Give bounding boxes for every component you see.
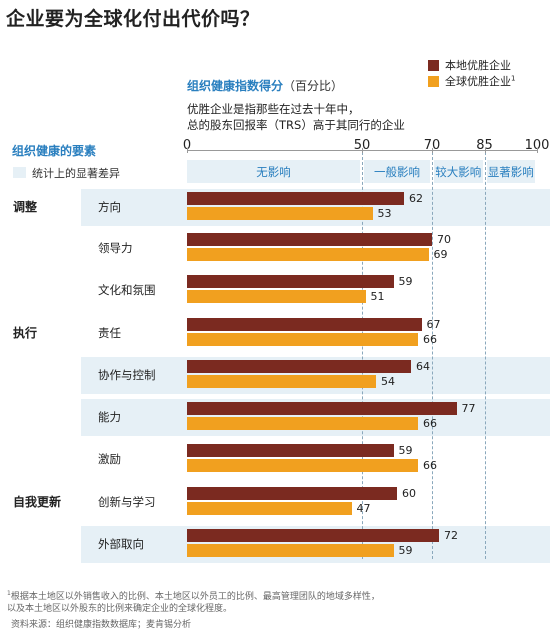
- impact-band-label: 无影响: [256, 165, 291, 179]
- category-label: 方向: [98, 200, 121, 214]
- bar-global: [187, 207, 373, 220]
- group-separator: [0, 480, 550, 482]
- category-label: 外部取向: [98, 537, 144, 551]
- bar-local: [187, 233, 432, 246]
- x-tick-label: 50: [353, 138, 371, 153]
- group-label: 调整: [13, 200, 38, 214]
- group-label: 执行: [13, 326, 38, 340]
- bar-global: [187, 544, 394, 557]
- legend-label-local: 本地优胜企业: [445, 59, 511, 72]
- x-tick-label: 100: [524, 138, 550, 153]
- data-label: 51: [370, 290, 385, 303]
- data-label: 72: [444, 529, 458, 542]
- data-label: 59: [398, 544, 413, 557]
- impact-band-label: 一般影响: [374, 165, 420, 179]
- category-label: 文化和氛围: [98, 283, 156, 297]
- data-label: 64: [416, 360, 430, 373]
- category-label: 责任: [98, 326, 121, 340]
- category-label: 领导力: [98, 241, 133, 255]
- legend-swatch-local: [428, 60, 439, 71]
- impact-band: [187, 160, 360, 183]
- group-label: 自我更新: [13, 495, 62, 509]
- impact-band: [364, 160, 430, 183]
- x-tick-label: 70: [423, 138, 441, 153]
- x-axis-line: [187, 150, 537, 151]
- bar-local: [187, 444, 394, 457]
- data-label: 60: [402, 487, 416, 500]
- data-label: 70: [437, 233, 451, 246]
- bar-local: [187, 529, 439, 542]
- legend-swatch-global: [428, 76, 439, 87]
- chart-title: 企业要为全球化付出代价吗？: [6, 8, 260, 30]
- gridline: [484, 152, 486, 559]
- factors-heading: 组织健康的要素: [12, 144, 97, 158]
- impact-band: [486, 160, 535, 183]
- footnote: 1根据本土地区以外销售收入的比例、本土地区以外员工的比例、最高管理团队的地域多样…: [7, 590, 380, 614]
- data-label: 53: [377, 207, 392, 220]
- data-label: 54: [381, 375, 395, 388]
- bar-global: [187, 333, 418, 346]
- group-separator: [0, 311, 550, 313]
- data-label: 66: [423, 417, 437, 430]
- bar-global: [187, 248, 429, 261]
- data-label: 66: [423, 459, 437, 472]
- bar-local: [187, 360, 411, 373]
- data-label: 66: [423, 333, 437, 346]
- data-label: 69: [433, 248, 448, 261]
- bar-local: [187, 487, 397, 500]
- bar-local: [187, 318, 422, 331]
- bar-global: [187, 459, 418, 472]
- data-label: 62: [409, 192, 423, 205]
- bar-global: [187, 417, 418, 430]
- x-tick-label: 85: [476, 138, 493, 153]
- impact-band-label: 较大影响: [435, 165, 482, 179]
- axis-description: 优胜企业是指那些在过去十年中， 总的股东回报率（TRS）高于其同行的企业: [187, 102, 405, 132]
- impact-band-label: 显著影响: [487, 165, 534, 179]
- data-label: 47: [356, 502, 371, 515]
- significance-swatch: [13, 167, 26, 178]
- bar-global: [187, 290, 366, 303]
- axis-title: 组织健康指数得分（百分比）: [187, 79, 344, 93]
- gridline: [362, 152, 363, 559]
- bar-local: [187, 275, 394, 288]
- bar-local: [187, 402, 457, 415]
- category-label: 创新与学习: [98, 495, 156, 509]
- source-note: 资料来源：组织健康指数数据库；麦肯锡分析: [11, 620, 192, 630]
- data-label: 67: [426, 318, 441, 331]
- bar-global: [187, 375, 376, 388]
- bar-global: [187, 502, 352, 515]
- category-label: 能力: [98, 410, 121, 424]
- category-label: 协作与控制: [98, 368, 156, 382]
- impact-band: [434, 160, 483, 183]
- bar-local: [187, 192, 404, 205]
- data-label: 59: [398, 444, 413, 457]
- gridline: [432, 152, 433, 559]
- x-tick-mark: [537, 148, 538, 153]
- category-label: 激励: [98, 452, 121, 466]
- x-tick-label: 0: [182, 138, 192, 153]
- significance-label: 统计上的显著差异: [32, 167, 120, 180]
- data-label: 77: [461, 402, 476, 415]
- legend-label-global: 全球优胜企业1: [445, 74, 516, 88]
- data-label: 59: [398, 275, 413, 288]
